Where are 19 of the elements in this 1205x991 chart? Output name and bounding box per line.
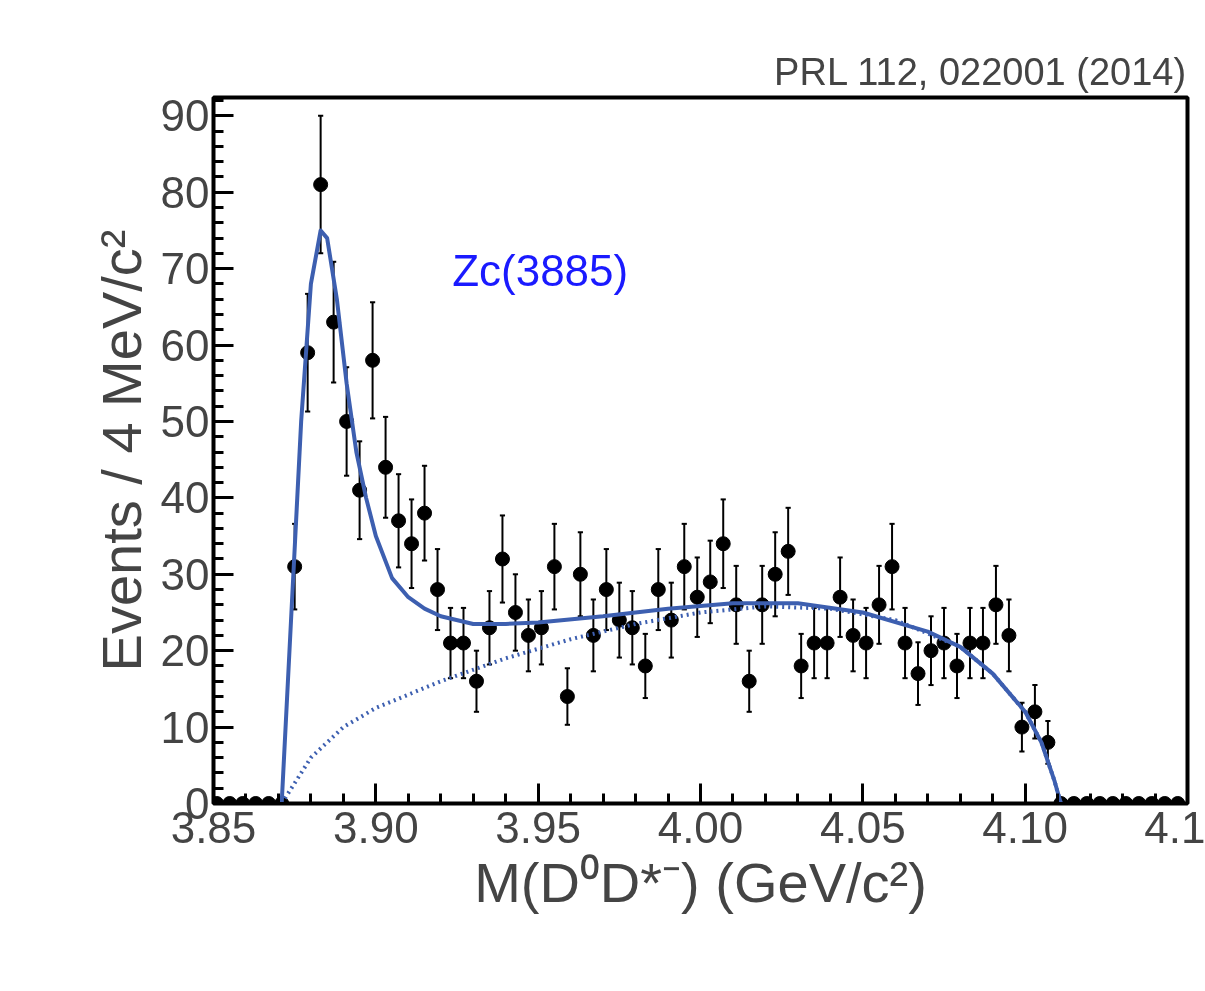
x-axis-title: M(D⁰D*⁻) (GeV/c²) <box>474 850 927 914</box>
y-tick-label: 40 <box>160 473 210 523</box>
x-tick-label: 4.05 <box>820 802 906 852</box>
y-tick-label: 10 <box>160 702 210 752</box>
y-tick-label: 90 <box>160 91 210 141</box>
y-tick-label: 50 <box>160 396 210 446</box>
y-tick-label: 20 <box>160 626 210 676</box>
x-tick-label: 4.10 <box>982 802 1068 852</box>
y-tick-label: 70 <box>160 244 210 294</box>
y-tick-label: 60 <box>160 320 210 370</box>
x-tick-label: 4.1 <box>1144 802 1205 852</box>
annotation: Zc(3885) <box>452 246 629 296</box>
x-tick-label: 3.90 <box>333 802 419 852</box>
y-tick-label: 80 <box>160 167 210 217</box>
x-tick-label: 4.00 <box>657 802 744 852</box>
y-tick-label: 30 <box>160 549 210 599</box>
text: PRL 112, 022001 (2014) <box>774 50 1187 93</box>
x-tick-label: 3.95 <box>495 802 581 852</box>
y-axis-title: Events / 4 MeV/c² <box>89 229 153 672</box>
